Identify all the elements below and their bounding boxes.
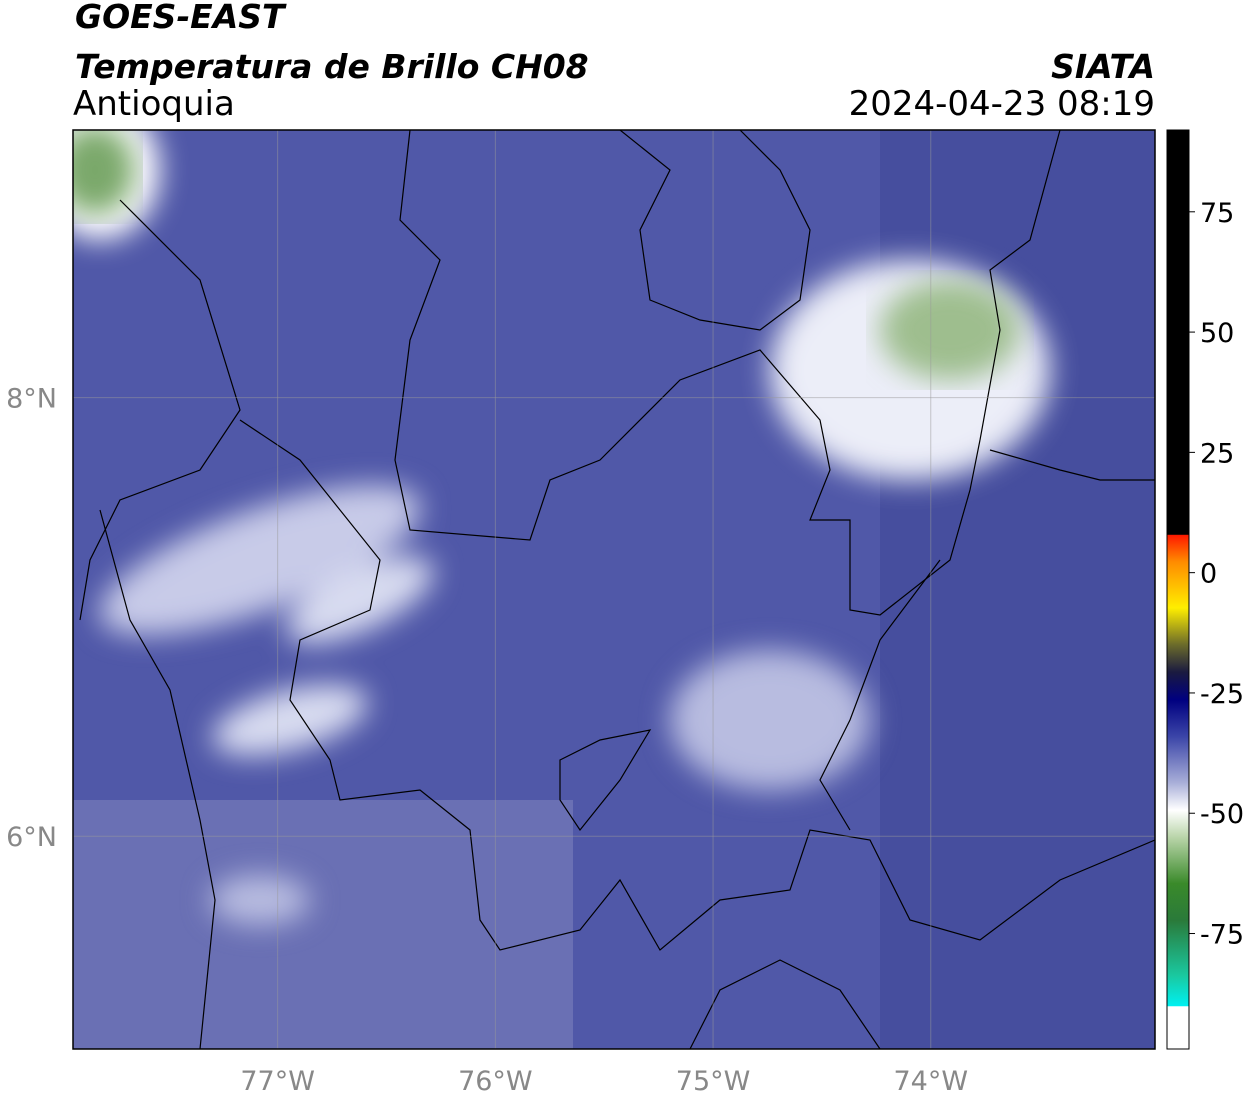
y-tick-label: 8°N xyxy=(6,384,57,415)
x-tick-label: 77°W xyxy=(240,1066,315,1097)
colorbar-tick-label: -50 xyxy=(1200,799,1244,830)
satellite: GOES-EAST xyxy=(75,0,287,36)
imagery xyxy=(73,130,1155,1049)
x-tick-label: 76°W xyxy=(458,1066,533,1097)
colorbar-tick-label: -75 xyxy=(1200,920,1244,951)
colorbar-tick-label: -25 xyxy=(1200,679,1244,710)
agency: SIATA xyxy=(1051,47,1155,86)
y-tick-label: 6°N xyxy=(6,822,57,853)
colorbar-tick-label: 75 xyxy=(1200,198,1234,229)
colorbar-tick-label: 25 xyxy=(1200,438,1234,469)
x-tick-label: 74°W xyxy=(893,1066,968,1097)
colorbar-tick-label: 50 xyxy=(1200,318,1234,349)
x-tick-label: 75°W xyxy=(676,1066,751,1097)
region: Antioquia xyxy=(73,84,235,124)
product: Temperatura de Brillo CH08 xyxy=(75,47,589,86)
colorbar-tick-label: 0 xyxy=(1200,559,1217,590)
timestamp: 2024-04-23 08:19 xyxy=(849,84,1155,124)
colorbar xyxy=(1166,129,1190,1050)
map-frame xyxy=(72,129,1156,1050)
